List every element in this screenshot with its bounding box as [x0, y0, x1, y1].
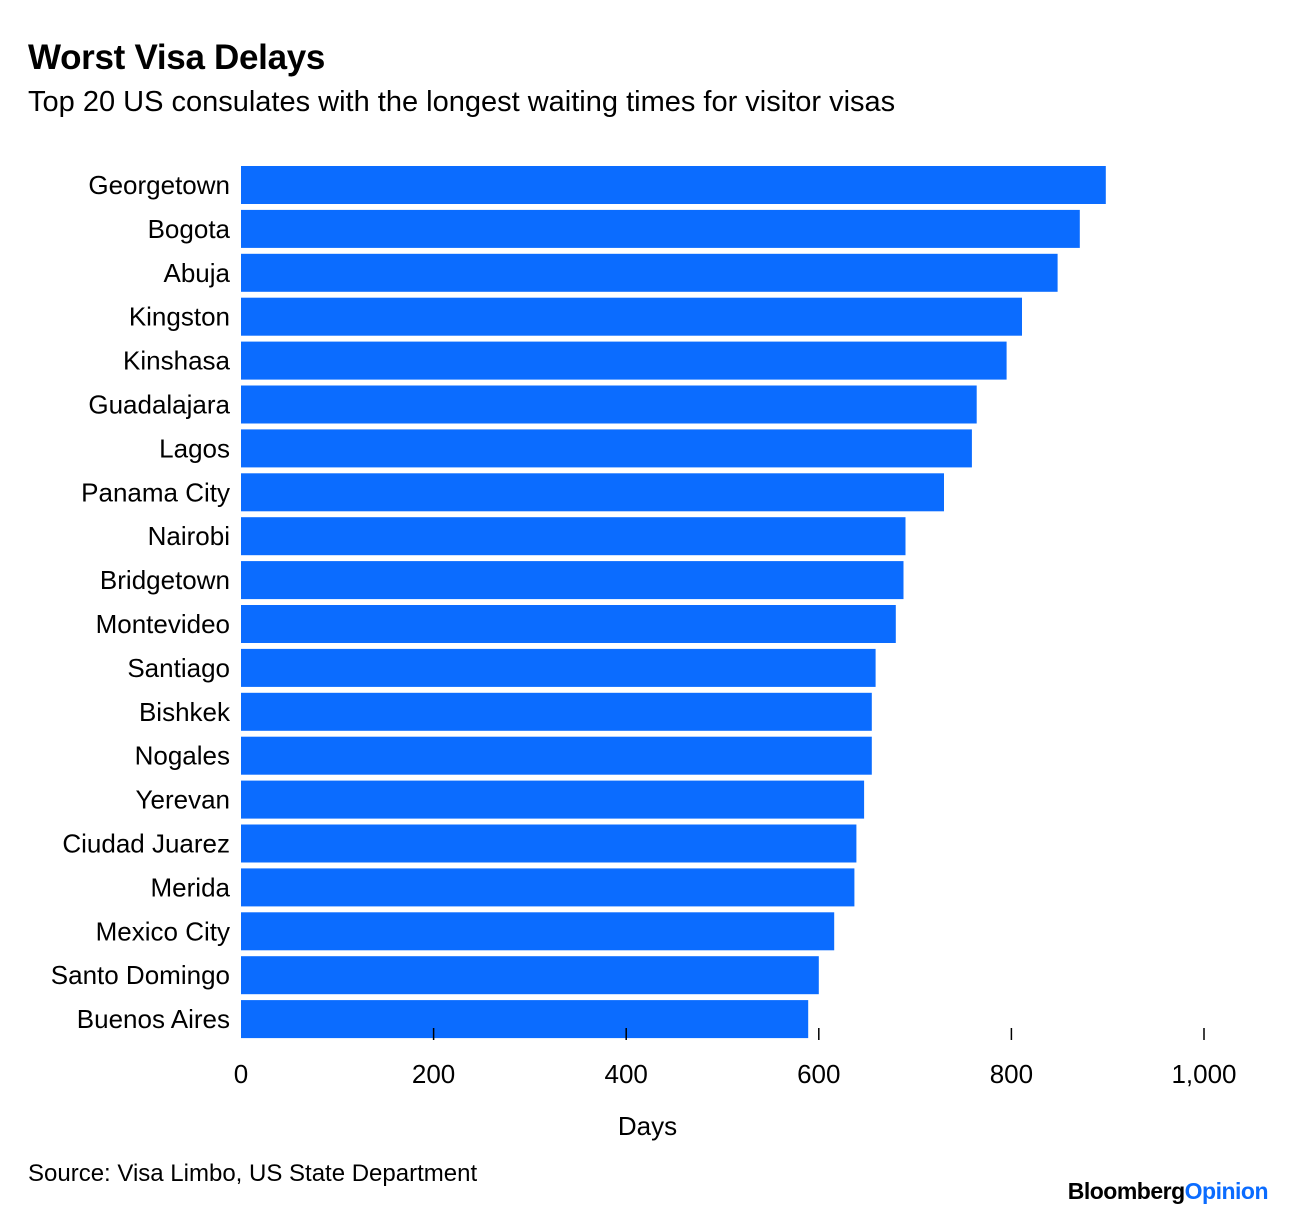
bar	[241, 912, 835, 951]
bar	[241, 297, 1022, 336]
category-label: Santo Domingo	[51, 960, 230, 990]
bar	[241, 1000, 809, 1039]
category-label: Montevideo	[96, 609, 230, 639]
category-label: Yerevan	[136, 785, 230, 815]
category-label: Santiago	[127, 653, 230, 683]
bar	[241, 824, 857, 863]
category-label: Abuja	[164, 258, 231, 288]
x-tick-label: 200	[412, 1059, 455, 1089]
bar	[241, 341, 1007, 380]
bar	[241, 561, 904, 600]
source-note: Source: Visa Limbo, US State Department	[28, 1160, 478, 1187]
category-label: Nairobi	[148, 521, 230, 551]
bar	[241, 780, 865, 819]
bar	[241, 956, 819, 995]
bar	[241, 473, 944, 512]
x-tick-label: 400	[605, 1059, 648, 1089]
chart-subtitle: Top 20 US consulates with the longest wa…	[28, 86, 896, 118]
bar	[241, 209, 1080, 248]
x-tick-label: 800	[990, 1059, 1033, 1089]
category-label: Ciudad Juarez	[62, 829, 230, 859]
bar	[241, 517, 906, 556]
category-label: Mexico City	[96, 916, 230, 946]
brand-bloomberg: Bloomberg	[1067, 1178, 1185, 1204]
x-tick-label: 0	[234, 1059, 248, 1089]
category-label: Bogota	[148, 214, 231, 244]
category-label: Guadalajara	[88, 390, 230, 420]
category-label: Kinshasa	[123, 346, 230, 376]
bar	[241, 385, 977, 424]
category-label: Nogales	[135, 741, 230, 771]
x-tick-label: 600	[797, 1059, 840, 1089]
bar	[241, 692, 872, 731]
bar	[241, 868, 855, 907]
category-label: Bishkek	[139, 697, 231, 727]
category-label: Georgetown	[88, 170, 230, 200]
bar	[241, 166, 1106, 204]
x-axis-label: Days	[618, 1111, 677, 1141]
category-label: Buenos Aires	[77, 1004, 230, 1034]
category-label: Kingston	[129, 302, 230, 332]
category-label: Bridgetown	[100, 565, 230, 595]
x-tick-label: 1,000	[1171, 1059, 1236, 1089]
category-label: Panama City	[81, 477, 230, 507]
category-label: Lagos	[159, 433, 230, 463]
bar	[241, 736, 872, 775]
bar	[241, 253, 1058, 292]
bar	[241, 429, 972, 468]
bar	[241, 605, 896, 643]
brand-opinion: Opinion	[1184, 1178, 1269, 1204]
chart-title: Worst Visa Delays	[28, 38, 326, 77]
brand-logo: BloombergOpinion	[1067, 1178, 1269, 1205]
bar	[241, 648, 876, 687]
category-label: Merida	[151, 872, 231, 902]
